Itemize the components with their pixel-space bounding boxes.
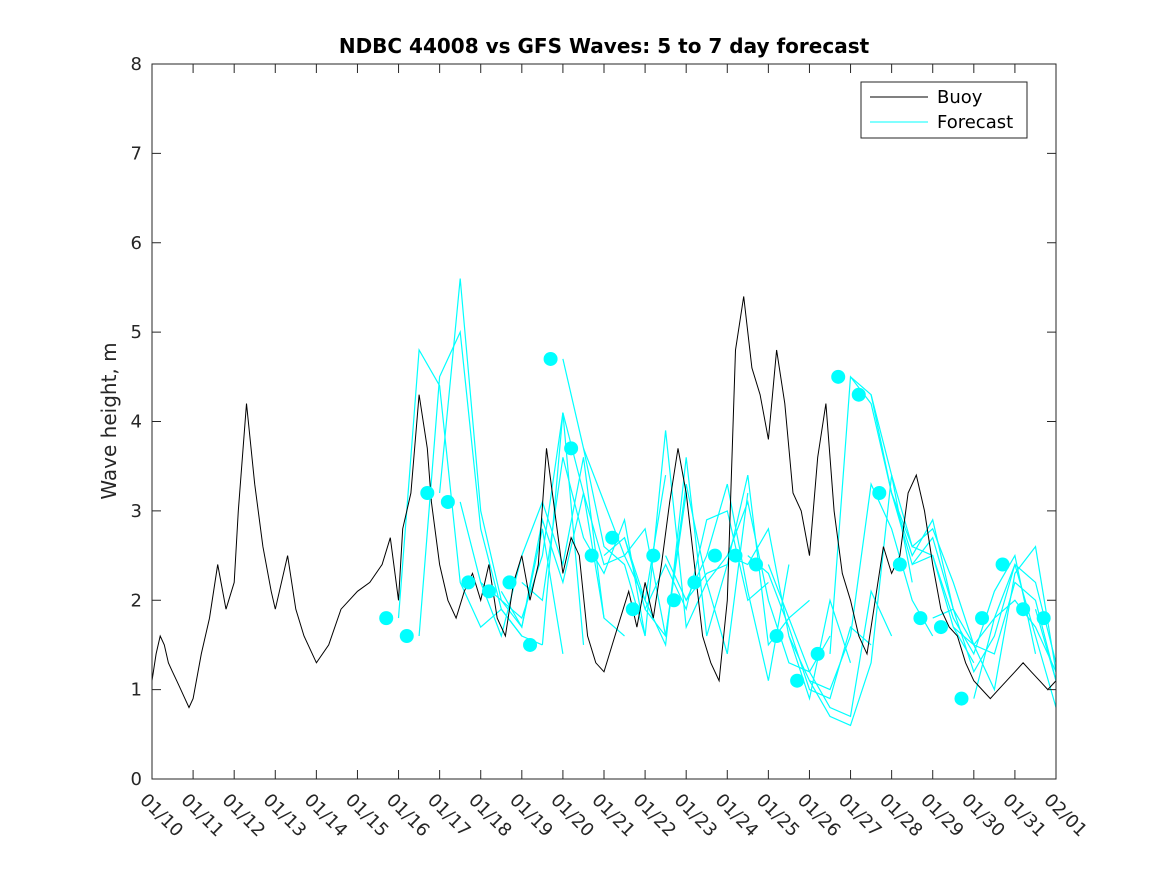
- forecast-marker: [1016, 602, 1031, 617]
- forecast-marker: [399, 629, 414, 643]
- forecast-lines: [397, 278, 1056, 727]
- forecast-marker: [461, 575, 476, 590]
- forecast-marker: [975, 611, 990, 626]
- forecast-marker: [605, 530, 620, 545]
- chart-title: NDBC 44008 vs GFS Waves: 5 to 7 day fore…: [339, 34, 870, 58]
- forecast-marker: [954, 691, 969, 706]
- y-tick-label: 4: [131, 412, 142, 433]
- forecast-marker: [810, 646, 825, 661]
- forecast-marker: [440, 494, 455, 509]
- forecast-marker: [933, 620, 948, 635]
- forecast-marker: [851, 387, 866, 402]
- forecast-marker: [584, 548, 599, 563]
- axis-ticks: [151, 63, 1057, 780]
- forecast-marker: [420, 486, 435, 500]
- y-tick-label: 6: [131, 233, 142, 254]
- forecast-marker: [646, 548, 661, 563]
- legend: Buoy Forecast: [860, 81, 1028, 139]
- forecast-marker: [666, 593, 681, 608]
- buoy-series: [152, 296, 1056, 709]
- forecast-markers: [379, 351, 1051, 706]
- forecast-marker: [872, 486, 887, 500]
- forecast-marker: [502, 575, 517, 590]
- forecast-marker: [790, 673, 805, 688]
- forecast-marker: [892, 557, 907, 572]
- forecast-run-line: [911, 553, 1037, 656]
- y-tick-label: 2: [131, 590, 142, 611]
- forecast-marker: [728, 548, 743, 563]
- forecast-run-line: [932, 545, 1056, 692]
- forecast-marker: [1036, 611, 1051, 626]
- forecast-run-line: [809, 481, 934, 691]
- y-tick-label: 8: [131, 54, 142, 75]
- forecast-run-line: [521, 457, 646, 637]
- forecast-run-line: [747, 555, 872, 700]
- forecast-marker: [379, 611, 394, 626]
- forecast-run-line: [418, 329, 543, 646]
- forecast-marker: [995, 557, 1010, 572]
- forecast-run-line: [644, 510, 769, 612]
- forecast-marker: [523, 637, 538, 652]
- y-tick-labels: 0 1 2 3 4 5 6 7 8: [131, 54, 142, 790]
- legend-buoy-label: Buoy: [937, 87, 983, 108]
- y-tick-label: 3: [131, 501, 142, 522]
- y-axis-label: Wave height, m: [97, 342, 121, 499]
- y-tick-label: 5: [131, 322, 142, 343]
- legend-forecast-label: Forecast: [937, 112, 1013, 133]
- forecast-marker: [749, 557, 764, 572]
- y-tick-label: 1: [131, 680, 142, 701]
- forecast-run-line: [1014, 564, 1056, 663]
- legend-box: [860, 81, 1028, 139]
- forecast-marker: [625, 602, 640, 617]
- y-tick-label: 0: [131, 769, 142, 790]
- forecast-marker: [543, 351, 558, 366]
- forecast-run-line: [500, 492, 625, 637]
- forecast-run-line: [767, 564, 893, 718]
- forecast-run-line: [582, 430, 708, 637]
- forecast-marker: [687, 575, 702, 590]
- forecast-marker: [564, 441, 579, 456]
- plot-area: [152, 278, 1056, 727]
- forecast-marker: [707, 548, 722, 563]
- forecast-marker: [913, 611, 928, 626]
- buoy-line: [152, 296, 1056, 709]
- forecast-marker: [769, 629, 784, 643]
- forecast-marker: [481, 584, 496, 599]
- forecast-marker: [831, 369, 846, 384]
- y-tick-label: 7: [131, 143, 142, 164]
